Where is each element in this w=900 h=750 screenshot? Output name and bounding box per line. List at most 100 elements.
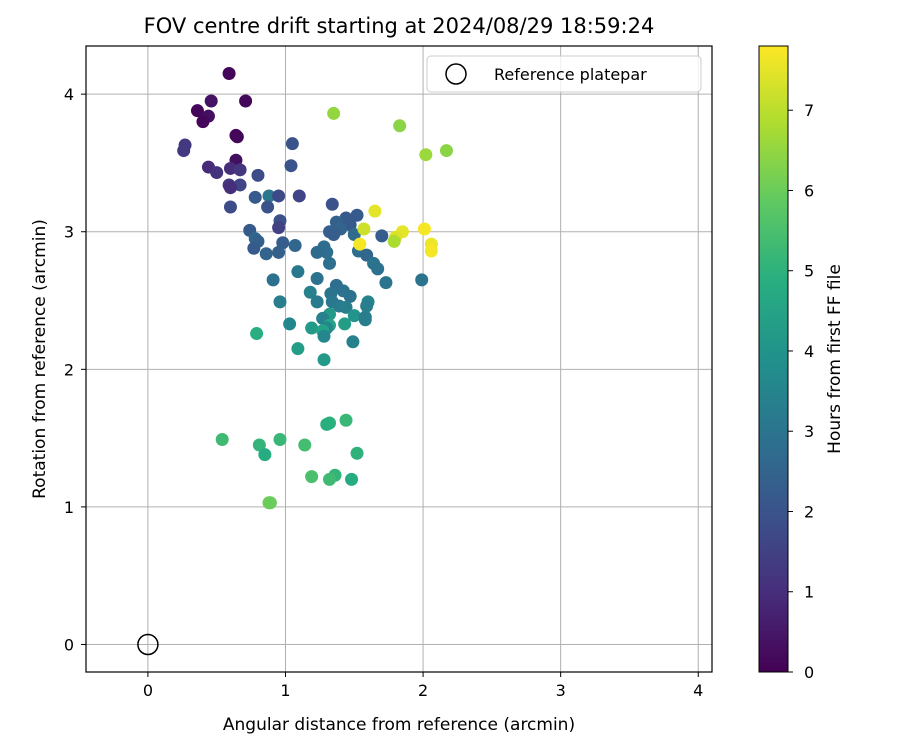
data-point bbox=[339, 300, 353, 314]
y-tick-label: 3 bbox=[64, 223, 74, 242]
colorbar-tick-label: 1 bbox=[804, 583, 814, 602]
data-points bbox=[137, 67, 453, 656]
data-point bbox=[204, 94, 218, 108]
y-tick-label: 0 bbox=[64, 635, 74, 654]
data-point bbox=[248, 190, 262, 204]
data-point bbox=[317, 353, 331, 367]
data-point bbox=[190, 104, 204, 118]
colorbar-gradient bbox=[758, 45, 789, 673]
data-point bbox=[252, 438, 266, 452]
colorbar-tick-label: 7 bbox=[804, 101, 814, 120]
data-point bbox=[417, 222, 431, 236]
data-point bbox=[239, 94, 253, 108]
data-point bbox=[338, 317, 352, 331]
data-point bbox=[272, 245, 286, 259]
data-point bbox=[320, 245, 334, 259]
data-point bbox=[291, 265, 305, 279]
data-point bbox=[285, 137, 299, 151]
data-point bbox=[350, 446, 364, 460]
data-point bbox=[339, 413, 353, 427]
data-point bbox=[393, 119, 407, 133]
data-point bbox=[379, 276, 393, 290]
data-point bbox=[371, 262, 385, 276]
legend: Reference platepar bbox=[426, 55, 702, 93]
data-point bbox=[310, 245, 324, 259]
colorbar-tick-label: 2 bbox=[804, 502, 814, 521]
data-point bbox=[360, 299, 374, 313]
data-point bbox=[258, 448, 272, 462]
data-point bbox=[223, 181, 237, 195]
colorbar-tick-label: 5 bbox=[804, 262, 814, 281]
data-point bbox=[358, 313, 372, 327]
data-point bbox=[215, 432, 229, 446]
data-point bbox=[310, 272, 324, 286]
y-tick-label: 2 bbox=[64, 360, 74, 379]
x-tick-label: 3 bbox=[556, 681, 566, 700]
data-point bbox=[177, 144, 191, 158]
data-point bbox=[298, 438, 312, 452]
data-point bbox=[350, 208, 364, 222]
data-point bbox=[222, 67, 236, 81]
data-point bbox=[233, 163, 247, 177]
y-tick-label: 4 bbox=[64, 85, 74, 104]
data-point bbox=[284, 159, 298, 173]
data-point bbox=[323, 472, 337, 486]
colorbar-tick-label: 0 bbox=[804, 663, 814, 682]
colorbar-label: Hours from first FF file bbox=[825, 264, 845, 454]
data-point bbox=[317, 329, 331, 343]
data-point bbox=[210, 166, 224, 180]
data-point bbox=[325, 197, 339, 211]
legend-label: Reference platepar bbox=[494, 65, 647, 84]
data-point bbox=[303, 285, 317, 299]
colorbar-tick-label: 3 bbox=[804, 422, 814, 441]
data-point bbox=[266, 273, 280, 287]
data-point bbox=[387, 234, 401, 248]
y-tick-label: 1 bbox=[64, 498, 74, 517]
data-point bbox=[230, 130, 244, 144]
data-point bbox=[223, 161, 237, 175]
data-point bbox=[262, 189, 276, 203]
data-point bbox=[424, 244, 438, 258]
data-point bbox=[347, 309, 361, 323]
data-point bbox=[357, 222, 371, 236]
chart-title: FOV centre drift starting at 2024/08/29 … bbox=[144, 14, 655, 38]
data-point bbox=[310, 295, 324, 309]
data-point bbox=[292, 189, 306, 203]
data-point bbox=[353, 237, 367, 251]
data-point bbox=[247, 241, 261, 255]
x-tick-label: 4 bbox=[693, 681, 703, 700]
data-point bbox=[415, 273, 429, 287]
colorbar-tick-label: 4 bbox=[804, 342, 814, 361]
data-point bbox=[251, 168, 265, 182]
data-point bbox=[259, 247, 273, 261]
data-point bbox=[439, 144, 453, 158]
data-point bbox=[327, 106, 341, 120]
colorbar: 0 1 2 3 4 5 6 7 Hours from first FF file bbox=[758, 45, 845, 682]
data-point bbox=[272, 221, 286, 235]
data-point bbox=[273, 432, 287, 446]
y-axis-ticks: 0 1 2 3 4 bbox=[64, 85, 86, 654]
data-point bbox=[263, 496, 277, 510]
data-point bbox=[375, 229, 389, 243]
data-point bbox=[305, 470, 319, 484]
data-point bbox=[323, 256, 337, 270]
data-point bbox=[291, 342, 305, 356]
reference-marker bbox=[137, 633, 159, 656]
y-axis-label: Rotation from reference (arcmin) bbox=[30, 219, 50, 499]
legend-box bbox=[426, 55, 702, 93]
data-point bbox=[347, 227, 361, 241]
data-point bbox=[327, 227, 341, 241]
colorbar-ticks: 0 1 2 3 4 5 6 7 bbox=[788, 101, 814, 682]
data-point bbox=[272, 189, 286, 203]
colorbar-tick-label: 6 bbox=[804, 181, 814, 200]
data-point bbox=[261, 200, 275, 214]
plot-frame bbox=[85, 45, 713, 673]
x-axis-ticks: 0 1 2 3 4 bbox=[143, 672, 703, 700]
data-point bbox=[283, 317, 297, 331]
data-point bbox=[368, 204, 382, 218]
data-point bbox=[343, 289, 357, 303]
x-axis-label: Angular distance from reference (arcmin) bbox=[223, 715, 575, 735]
data-point bbox=[345, 472, 359, 486]
data-point bbox=[288, 238, 302, 252]
